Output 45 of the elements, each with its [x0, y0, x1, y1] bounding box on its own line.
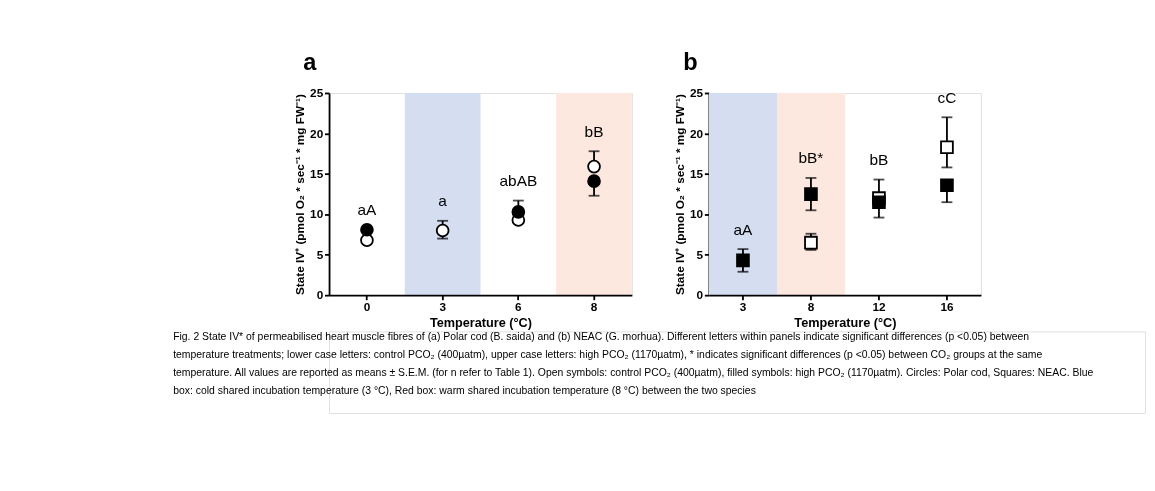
annotation: cC [937, 88, 957, 106]
point [511, 205, 526, 219]
caption: Fig. 2 State IV* of permeabilised heart muscle fibres of (a) Polar cod (B. saida) and (b) NEAC (G. morhua). Different letters within panels indicate significant differences (p <0.05) between temperature treatments; lower case letters: control PCO₂ (400µatm), upper case letters: high PCO₂ (1170µatm), * indicates significant differences (p <0.05) between CO₂ groups at the same temperature. All values are reported as means ± S.E.M. (for n refer to Table 1). Open symbols: control PCO₂ (400µatm), filled symbols: high PCO₂ (1170µatm). Circles: Polar cod, Squares: NEAC. Blue box: cold shared incubation temperature (3 °C), Red box: warm shared incubation temperature (8 °C) between the two species [173, 330, 1094, 397]
y-tick-label: 25 [689, 86, 704, 100]
x-tick-label: 0 [363, 300, 371, 314]
y-tick-label: 15 [689, 166, 704, 180]
y-tick-label: 20 [310, 126, 324, 140]
y-tick-label: 20 [689, 126, 704, 140]
point [587, 174, 601, 188]
annotation: aA [733, 220, 754, 238]
annotation: bB [584, 122, 604, 140]
y-tick-label: 10 [689, 207, 704, 221]
x-tick-label: 16 [940, 300, 954, 314]
point [360, 222, 374, 237]
y-axis-title: State IV⁺ (pmol O₂ * sec⁻¹ * mg FW⁻¹) [672, 94, 686, 296]
point [587, 159, 601, 174]
x-tick-label: 3 [739, 300, 747, 314]
x-tick-label: 6 [515, 300, 523, 314]
annotation: abAB [499, 172, 538, 190]
annotation: aA [357, 201, 378, 219]
x-axis-title: Temperature (°C) [794, 316, 897, 331]
y-tick-label: 5 [316, 247, 324, 261]
annotation: bB* [798, 149, 824, 167]
y-tick-label: 15 [310, 166, 324, 180]
point [804, 187, 818, 201]
x-tick-label: 8 [590, 300, 598, 314]
point [872, 195, 886, 210]
y-tick-label: 10 [310, 207, 324, 221]
chart-title: a [303, 49, 318, 76]
x-axis-title: Temperature (°C) [429, 316, 533, 331]
x-tick-label: 12 [872, 300, 886, 314]
chart-title: b [683, 49, 698, 76]
x-tick-label: 3 [439, 300, 447, 314]
y-tick-label: 0 [316, 288, 324, 302]
point [736, 253, 750, 268]
point [940, 140, 954, 155]
annotation: a [438, 192, 448, 210]
annotation: bB [869, 151, 889, 169]
y-tick-label: 5 [696, 247, 704, 261]
point [435, 223, 450, 238]
x-tick-label: 8 [807, 300, 815, 314]
point [940, 178, 954, 193]
y-tick-label: 25 [310, 86, 324, 100]
y-axis-title: State IV⁺ (pmol O₂ * sec⁻¹ * mg FW⁻¹) [292, 94, 306, 296]
y-tick-label: 0 [696, 288, 704, 302]
